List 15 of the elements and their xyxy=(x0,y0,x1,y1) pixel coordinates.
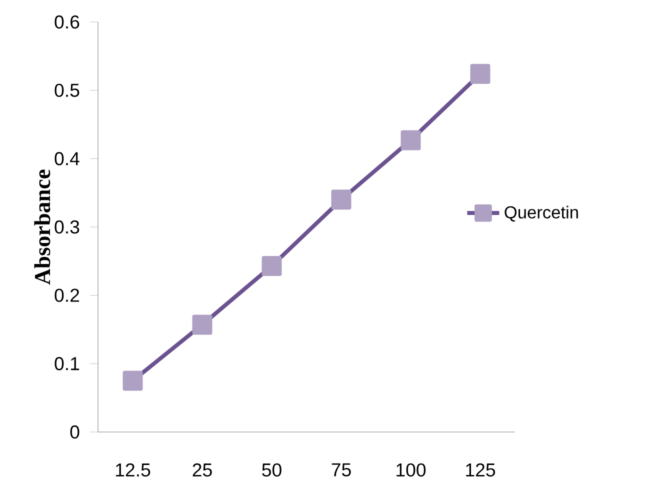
x-tick-label: 75 xyxy=(332,463,351,476)
y-tick-label: 0.3 xyxy=(54,220,80,234)
y-tick-label: 0.4 xyxy=(54,152,80,166)
y-tick-label: 0.2 xyxy=(54,288,80,302)
y-tick-label: 0 xyxy=(70,425,80,439)
y-tick-label: 0.5 xyxy=(54,84,80,97)
legend-label: Quercetin xyxy=(504,206,578,222)
y-tick-label: 0.6 xyxy=(54,15,80,29)
y-tick-label: 0.1 xyxy=(54,357,80,370)
x-tick-label: 125 xyxy=(466,463,496,477)
x-tick-label: 25 xyxy=(192,463,212,477)
x-tick-label: 12.5 xyxy=(116,463,150,477)
x-tick-label: 100 xyxy=(396,463,426,477)
y-axis-title: Absorbance xyxy=(34,170,50,285)
x-tick-label: 50 xyxy=(262,463,282,477)
